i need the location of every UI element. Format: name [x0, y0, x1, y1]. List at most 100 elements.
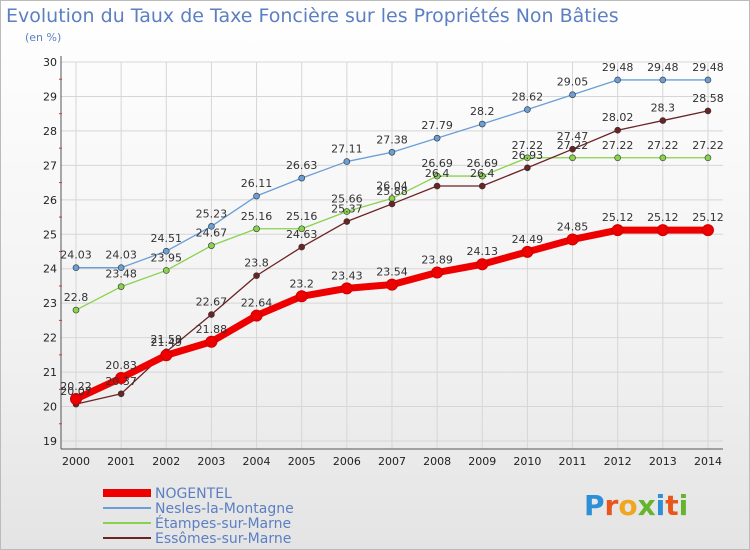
data-point: [614, 126, 621, 134]
data-point: [340, 282, 353, 295]
data-point: [659, 117, 667, 124]
data-label: 20.37: [105, 375, 137, 388]
data-point: [569, 91, 576, 99]
data-label: 24.49: [512, 233, 544, 246]
data-label: 22.67: [196, 296, 228, 309]
data-label: 24.13: [467, 245, 499, 258]
data-point: [659, 76, 667, 84]
y-tick-label: 24: [43, 263, 57, 276]
data-label: 25.16: [241, 210, 273, 223]
x-tick-label: 2006: [333, 455, 361, 468]
data-point: [478, 182, 486, 190]
data-point: [569, 145, 576, 153]
data-label: 23.54: [376, 266, 408, 279]
y-tick-label: 20: [43, 401, 57, 414]
data-point: [298, 225, 306, 233]
data-label: 20.07: [60, 385, 92, 398]
data-label: 24.03: [105, 249, 137, 262]
data-point: [253, 225, 260, 233]
data-point: [343, 218, 351, 225]
data-point: [208, 223, 215, 230]
data-point: [704, 76, 712, 84]
data-point: [701, 224, 714, 237]
legend-label: Essômes-sur-Marne: [155, 531, 291, 547]
data-label: 25.66: [331, 193, 363, 206]
proxiti-logo: Proxiti: [584, 489, 689, 522]
data-point: [611, 224, 624, 237]
data-label: 24.03: [60, 249, 92, 262]
legend-label: Étampes-sur-Marne: [155, 515, 291, 532]
y-tick-label: 30: [43, 56, 57, 69]
data-point: [704, 154, 712, 162]
x-tick-label: 2013: [649, 455, 677, 468]
y-tick-label: 23: [43, 297, 57, 310]
data-label: 26.04: [376, 179, 408, 192]
x-tick-label: 2009: [468, 455, 496, 468]
data-label: 27.22: [692, 139, 724, 152]
data-label: 23.89: [421, 254, 453, 267]
data-label: 21.88: [196, 323, 228, 336]
data-point: [160, 349, 173, 362]
data-point: [205, 335, 218, 348]
data-point: [478, 172, 486, 180]
x-tick-label: 2010: [513, 455, 541, 468]
data-label: 28.2: [470, 105, 495, 118]
data-label: 23.95: [151, 251, 183, 264]
y-tick-label: 27: [43, 159, 57, 172]
x-tick-label: 2003: [197, 455, 225, 468]
data-label: 27.38: [376, 133, 408, 146]
legend-label: NOGENTEL: [155, 486, 232, 502]
data-point: [433, 182, 441, 190]
data-point: [385, 278, 398, 291]
data-label: 23.2: [289, 277, 314, 290]
data-label: 24.51: [151, 232, 183, 245]
data-label: 29.48: [647, 61, 679, 74]
data-label: 26.11: [241, 177, 273, 190]
data-label: 20.22: [60, 380, 92, 393]
x-tick-label: 2014: [694, 455, 722, 468]
data-label: 26.69: [467, 157, 499, 170]
data-point: [566, 233, 579, 246]
data-label: 27.47: [557, 130, 589, 143]
data-label: 20.83: [105, 359, 137, 372]
y-tick-label: 28: [43, 125, 57, 138]
x-tick-label: 2000: [62, 455, 90, 468]
data-label: 25.16: [286, 210, 318, 223]
data-point: [614, 76, 621, 84]
data-point: [117, 264, 125, 271]
data-point: [253, 192, 260, 200]
data-point: [524, 164, 531, 172]
data-label: 26.63: [286, 159, 318, 172]
data-point: [478, 120, 486, 128]
data-label: 29.05: [557, 76, 589, 89]
y-tick-label: 21: [43, 366, 57, 379]
data-label: 21.59: [151, 333, 183, 346]
data-label: 28.62: [512, 91, 544, 104]
data-label: 25.12: [602, 211, 634, 224]
data-label: 23.8: [244, 257, 269, 270]
data-label: 27.11: [331, 143, 363, 156]
data-point: [70, 392, 82, 405]
data-label: 23.43: [331, 269, 363, 282]
data-point: [115, 371, 128, 384]
data-point: [343, 208, 351, 215]
data-label: 28.02: [602, 111, 634, 124]
data-point: [117, 390, 125, 398]
data-point: [659, 154, 667, 162]
x-tick-label: 2008: [423, 455, 451, 468]
data-point: [569, 154, 576, 162]
data-point: [656, 224, 669, 237]
data-point: [208, 311, 215, 318]
data-label: 26.69: [421, 157, 453, 170]
data-label: 22.64: [241, 297, 273, 310]
data-label: 21.49: [151, 336, 183, 349]
data-point: [117, 283, 125, 290]
data-point: [162, 247, 170, 255]
y-tick-label: 26: [43, 194, 57, 207]
x-tick-label: 2001: [107, 455, 135, 468]
data-point: [250, 309, 263, 322]
data-point: [208, 242, 215, 249]
data-label: 26.4: [425, 167, 450, 180]
